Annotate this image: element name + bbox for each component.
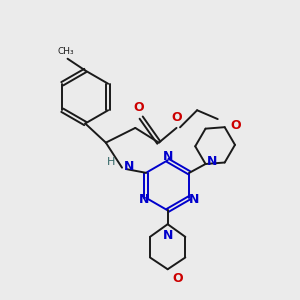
Text: N: N: [139, 193, 150, 206]
Text: N: N: [163, 229, 173, 242]
Text: H: H: [107, 158, 116, 167]
Text: CH₃: CH₃: [58, 47, 74, 56]
Text: O: O: [134, 101, 144, 114]
Text: O: O: [230, 119, 241, 132]
Text: N: N: [189, 193, 199, 206]
Text: N: N: [163, 150, 173, 163]
Text: N: N: [207, 154, 217, 167]
Text: N: N: [124, 160, 134, 173]
Text: O: O: [171, 111, 182, 124]
Text: O: O: [172, 272, 183, 285]
